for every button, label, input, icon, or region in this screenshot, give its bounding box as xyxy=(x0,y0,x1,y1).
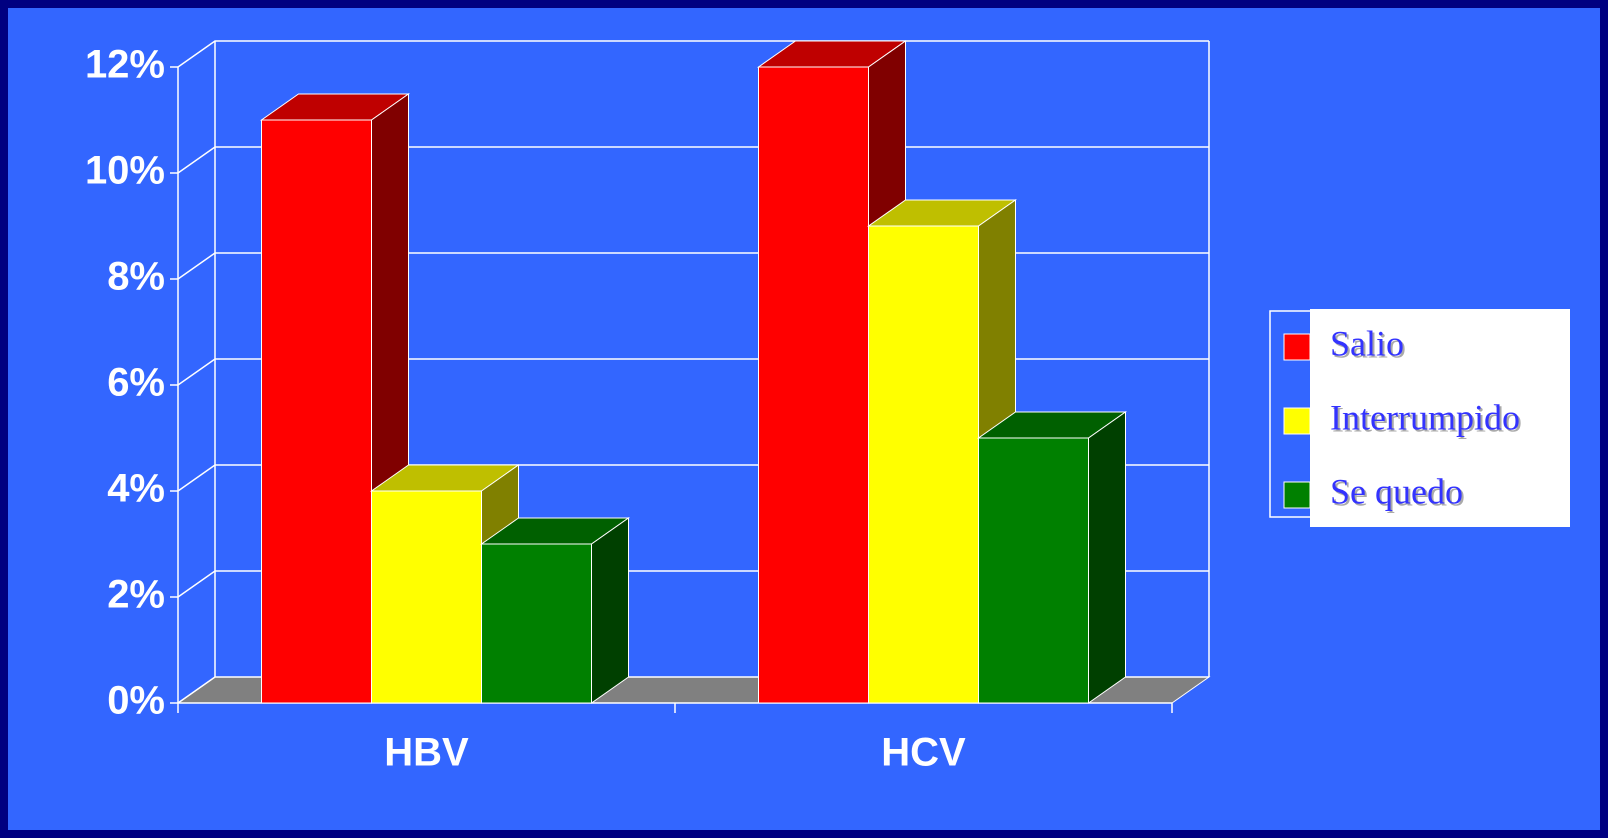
y-tick-label: 8% xyxy=(107,255,165,299)
legend-background xyxy=(1310,309,1570,527)
legend-shadow: Interrumpido xyxy=(1332,399,1522,439)
bar xyxy=(758,66,869,704)
y-tick-label: 0% xyxy=(107,679,165,723)
y-tick-label: 10% xyxy=(85,149,165,193)
legend-swatch xyxy=(1283,481,1311,509)
legend-label: Salio xyxy=(1330,323,1404,363)
legend-shadow: Salio xyxy=(1332,325,1406,365)
bar-side xyxy=(591,517,629,704)
bar xyxy=(371,490,482,704)
x-tick-label: HBV xyxy=(384,731,469,775)
legend-swatch xyxy=(1283,407,1311,435)
bar xyxy=(978,437,1089,704)
y-tick-label: 12% xyxy=(85,43,165,87)
legend-swatch xyxy=(1283,333,1311,361)
y-tick-label: 4% xyxy=(107,467,165,511)
y-tick-label: 6% xyxy=(107,361,165,405)
bar xyxy=(868,225,979,704)
bar xyxy=(481,543,592,704)
bar-side xyxy=(1088,411,1126,704)
bar xyxy=(261,119,372,704)
legend-label: Se quedo xyxy=(1330,471,1463,511)
legend-label: Interrumpido xyxy=(1330,397,1520,437)
legend-shadow: Se quedo xyxy=(1332,473,1465,513)
x-tick-label: HCV xyxy=(881,731,966,775)
y-tick-label: 2% xyxy=(107,573,165,617)
